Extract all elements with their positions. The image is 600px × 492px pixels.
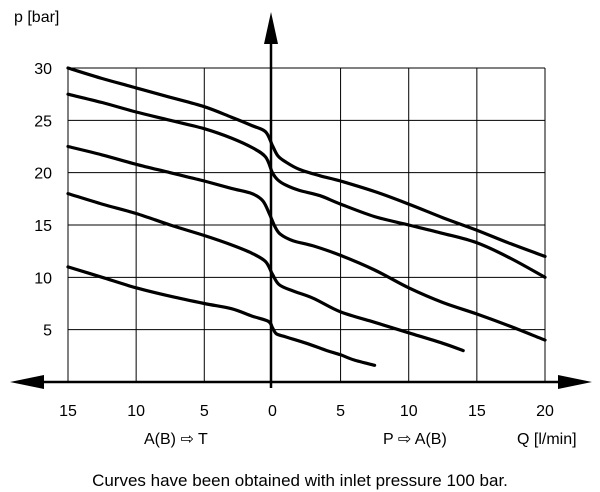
x-tick-labels: 15 10 5 0 5 10 15 20 (59, 403, 554, 420)
x-tick-label: 5 (200, 403, 209, 420)
grid (67, 67, 546, 382)
x-tick-label: 20 (536, 403, 554, 420)
y-tick-label: 25 (34, 113, 52, 130)
x-tick-label: 15 (468, 403, 486, 420)
x-tick-label: 0 (268, 403, 277, 420)
y-axis-label: p [bar] (14, 9, 59, 26)
x-tick-label: 5 (336, 403, 345, 420)
y-tick-label: 20 (34, 166, 52, 183)
left-direction-label: A(B) ⇨ T (144, 431, 208, 448)
x-tick-label: 10 (400, 403, 418, 420)
axes (10, 12, 592, 389)
caption: Curves have been obtained with inlet pre… (92, 471, 508, 490)
curve-4 (66, 192, 465, 353)
y-tick-label: 30 (34, 61, 52, 78)
x-tick-label: 10 (127, 403, 145, 420)
curve-3 (66, 144, 547, 342)
curve-2 (66, 92, 547, 279)
curve-1 (66, 66, 547, 258)
x-axis-label: Q [l/min] (517, 431, 577, 448)
y-tick-label: 10 (34, 270, 52, 287)
curves (66, 66, 547, 367)
y-tick-label: 5 (43, 323, 52, 340)
right-direction-label: P ⇨ A(B) (383, 431, 447, 448)
curve-5 (66, 265, 377, 367)
x-tick-label: 15 (59, 403, 77, 420)
x-axis-left-arrow-icon (10, 375, 44, 389)
y-tick-labels: 5 10 15 20 25 30 (34, 61, 52, 340)
y-axis-arrow-icon (264, 12, 278, 44)
x-axis-right-arrow-icon (558, 375, 592, 389)
y-tick-label: 15 (34, 218, 52, 235)
